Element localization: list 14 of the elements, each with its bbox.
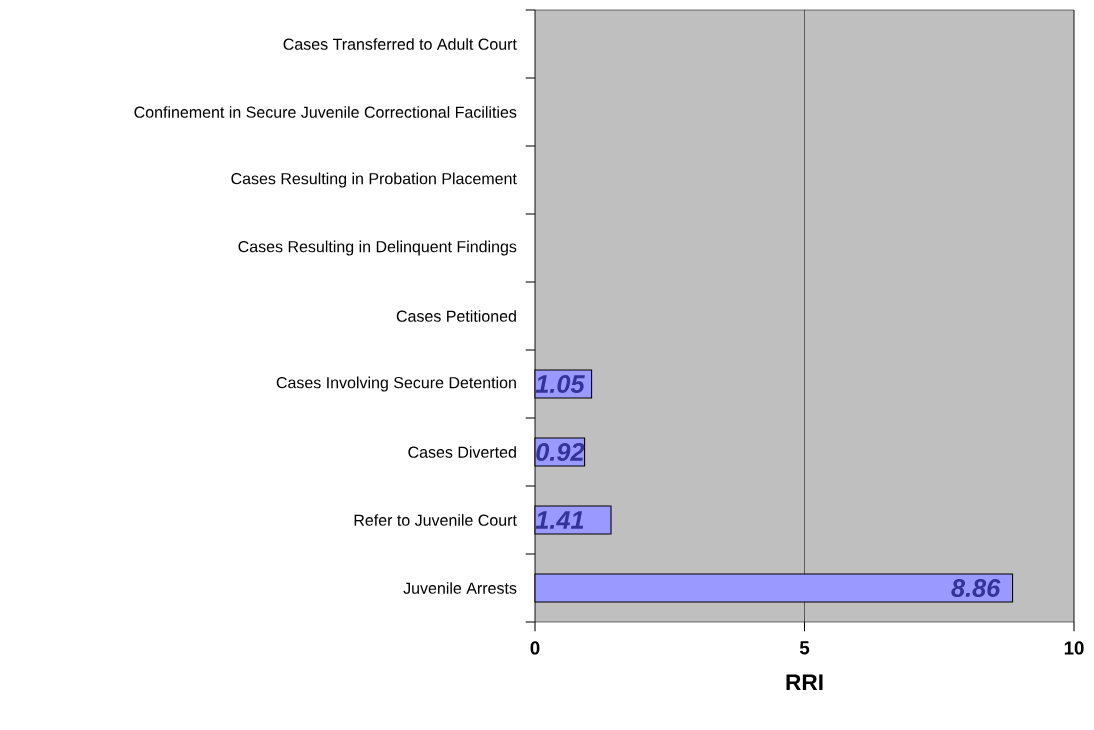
y-tick-label: Juvenile Arrests — [403, 582, 517, 594]
y-tick-label: Cases Petitioned — [396, 310, 516, 322]
y-tick-label: Cases Resulting in Probation Placement — [231, 172, 517, 188]
y-tick-label: Cases Resulting in Delinquent Findings — [238, 240, 517, 256]
x-tick-label: 0 — [530, 641, 540, 655]
y-tick-label: Confinement in Secure Juvenile Correctional Facilities — [134, 106, 517, 118]
x-tick-label: 5 — [799, 641, 810, 655]
x-axis-title: RRI — [786, 674, 823, 690]
x-tick-label: 10 — [1064, 641, 1084, 655]
data-label: 8.86 — [951, 579, 1001, 597]
y-tick-label: Cases Involving Secure Detention — [276, 376, 516, 392]
y-tick-label: Cases Diverted — [408, 446, 516, 458]
y-tick-label: Refer to Juvenile Court — [354, 514, 517, 526]
y-tick-label: Cases Transferred to Adult Court — [283, 38, 517, 50]
